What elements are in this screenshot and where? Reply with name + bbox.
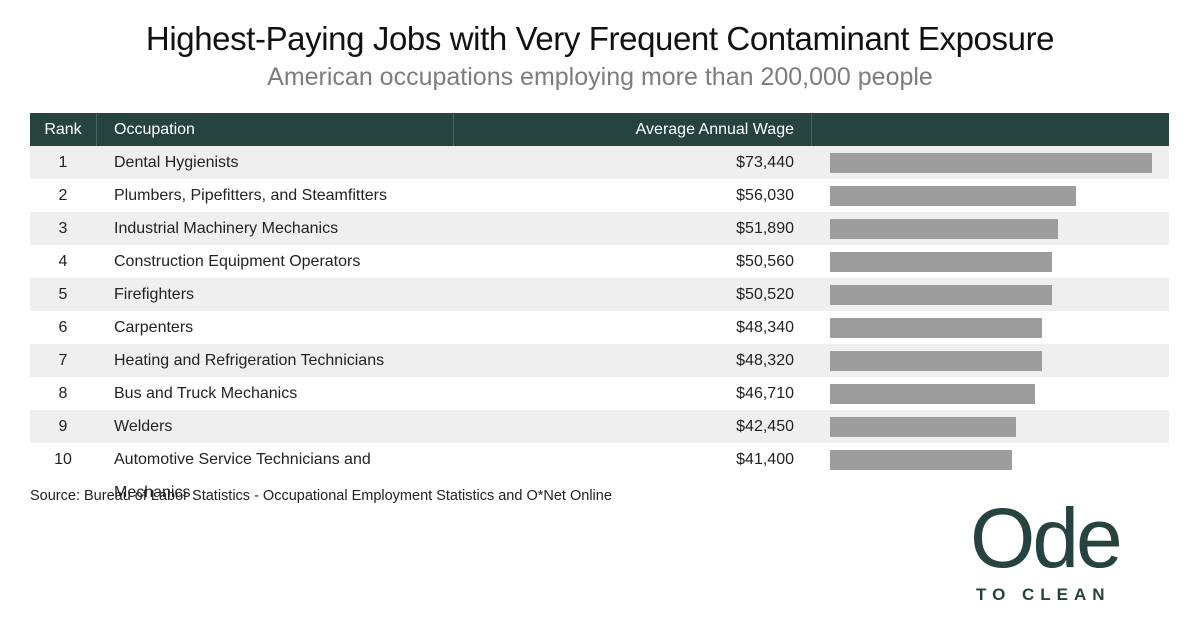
rank-cell: 6 xyxy=(58,319,68,336)
wage-bar xyxy=(830,384,1035,404)
wage-bar xyxy=(830,153,1152,173)
table-row: 2 Plumbers, Pipefitters, and Steamfitters… xyxy=(30,179,1169,212)
chart-subtitle: American occupations employing more than… xyxy=(267,63,933,91)
wage-cell: $48,340 xyxy=(736,319,794,336)
occupation-cell: Dental Hygienists xyxy=(114,154,239,171)
rank-cell: 2 xyxy=(58,187,68,204)
table-row: 6 Carpenters $48,340 xyxy=(30,311,1169,344)
wage-cell: $42,450 xyxy=(736,418,794,435)
wage-bar xyxy=(830,318,1042,338)
logo-tagline: TO CLEAN xyxy=(976,585,1111,604)
occupation-cell: Construction Equipment Operators xyxy=(114,253,361,270)
wage-cell: $73,440 xyxy=(736,154,794,171)
occupation-cell: Welders xyxy=(114,418,173,435)
wage-bar xyxy=(830,219,1058,239)
rank-cell: 9 xyxy=(58,418,68,435)
wage-cell: $41,400 xyxy=(736,451,794,468)
rank-cell: 4 xyxy=(58,253,68,270)
header-divider xyxy=(453,113,454,146)
occupation-cell: Plumbers, Pipefitters, and Steamfitters xyxy=(114,187,387,204)
table-row: 4 Construction Equipment Operators $50,560 xyxy=(30,245,1169,278)
header-wage: Average Annual Wage xyxy=(635,121,794,138)
header-divider xyxy=(811,113,812,146)
table-row: 10 Automotive Service Technicians and Mec… xyxy=(30,443,1169,501)
header-occupation: Occupation xyxy=(114,121,195,138)
occupation-cell: Bus and Truck Mechanics xyxy=(114,385,298,402)
header-rank: Rank xyxy=(44,121,82,138)
wage-cell: $56,030 xyxy=(736,187,794,204)
occupation-cell: Heating and Refrigeration Technicians xyxy=(114,352,385,369)
occupation-cell: Firefighters xyxy=(114,286,195,303)
header-divider xyxy=(96,113,97,146)
wage-cell: $46,710 xyxy=(736,385,794,402)
rank-cell: 3 xyxy=(58,220,68,237)
rank-cell: 8 xyxy=(58,385,68,402)
table-row: 9 Welders $42,450 xyxy=(30,410,1169,443)
wage-bar xyxy=(830,450,1012,470)
rank-cell: 10 xyxy=(54,451,72,468)
table-body: 1 Dental Hygienists $73,440 2 Plumbers, Pipe… xyxy=(30,146,1169,501)
wage-cell: $50,560 xyxy=(736,253,794,270)
wage-bar xyxy=(830,285,1052,305)
logo-word: Ode xyxy=(970,495,1120,585)
wage-cell: $51,890 xyxy=(736,220,794,237)
table-row: 5 Firefighters $50,520 xyxy=(30,278,1169,311)
table-row: 7 Heating and Refrigeration Technicians $4… xyxy=(30,344,1169,377)
wage-cell: $48,320 xyxy=(736,352,794,369)
occupation-cell: Industrial Machinery Mechanics xyxy=(114,220,339,237)
table-row: 3 Industrial Machinery Mechanics $51,890 xyxy=(30,212,1169,245)
wage-bar xyxy=(830,351,1042,371)
table-row: 1 Dental Hygienists $73,440 xyxy=(30,146,1169,179)
wage-table: Rank Occupation Average Annual Wage 1 Den… xyxy=(30,113,1169,501)
source-note: Source: Bureau of Labor Statistics - Occ… xyxy=(30,488,612,504)
wage-bar xyxy=(830,186,1076,206)
wage-bar xyxy=(830,417,1016,437)
table-row: 8 Bus and Truck Mechanics $46,710 xyxy=(30,377,1169,410)
occupation-cell: Automotive Service Technicians and Mecha… xyxy=(114,451,371,501)
rank-cell: 1 xyxy=(58,154,68,171)
occupation-cell: Carpenters xyxy=(114,319,194,336)
wage-bar xyxy=(830,252,1052,272)
chart-title: Highest-Paying Jobs with Very Frequent C… xyxy=(145,20,1055,57)
table-header: Rank Occupation Average Annual Wage xyxy=(30,113,1169,146)
wage-cell: $50,520 xyxy=(736,286,794,303)
rank-cell: 5 xyxy=(58,286,68,303)
rank-cell: 7 xyxy=(58,352,68,369)
ode-logo: Ode xyxy=(970,495,1123,585)
